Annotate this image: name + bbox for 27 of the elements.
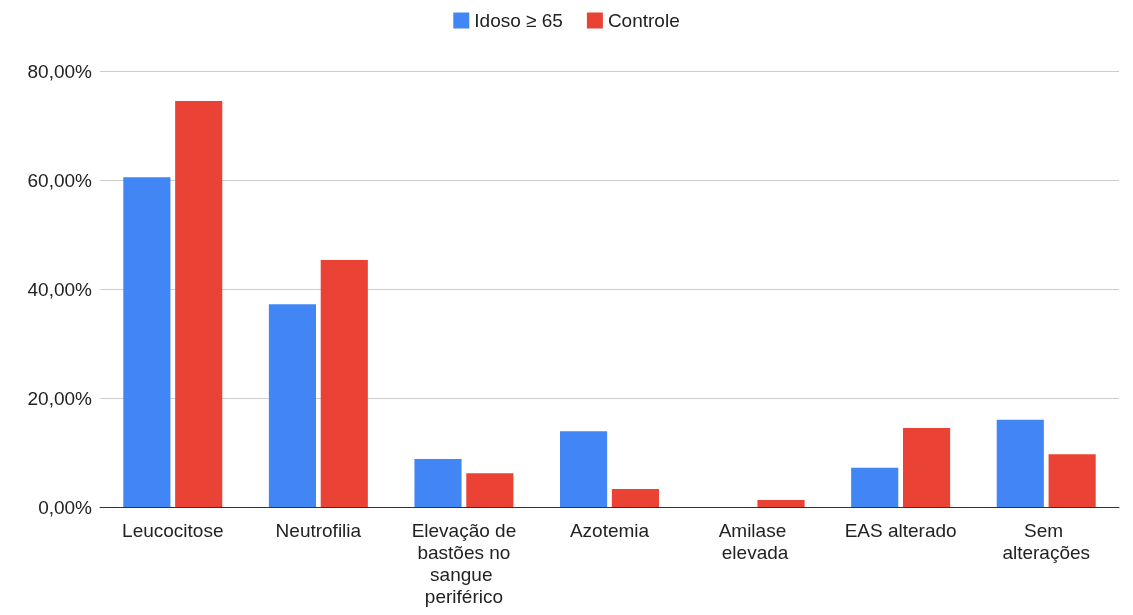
x-tick-label: EAS alterado: [844, 519, 957, 541]
y-tick-label: 80,00%: [27, 60, 93, 82]
bar: [851, 467, 899, 507]
legend-label: Idoso ≥ 65: [474, 10, 563, 31]
y-tick-label: 20,00%: [27, 387, 93, 409]
bar: [560, 431, 608, 507]
x-tick-label: Sem alterações: [1002, 519, 1091, 563]
bar: [466, 473, 514, 507]
y-tick-label: 60,00%: [27, 169, 93, 191]
bar: [414, 459, 462, 507]
x-tick-label: Amilase elevada: [718, 519, 792, 563]
bar: [611, 489, 659, 507]
bar: [757, 499, 805, 507]
bar: [123, 177, 171, 507]
bar: [996, 419, 1044, 507]
bar: [320, 260, 368, 507]
x-tick-label: Elevação de bastões no sangue periférico: [411, 519, 517, 607]
y-tick-label: 40,00%: [27, 278, 93, 300]
bar: [903, 427, 951, 507]
bar: [175, 100, 223, 507]
bar: [268, 304, 316, 507]
bar: [1048, 454, 1096, 507]
x-tick-label: Azotemia: [569, 519, 650, 541]
y-tick-label: 0,00%: [38, 496, 93, 518]
legend-label: Controle: [607, 10, 680, 31]
x-tick-label: Neutrofilia: [275, 519, 362, 541]
x-tick-label: Leucocitose: [122, 519, 224, 541]
